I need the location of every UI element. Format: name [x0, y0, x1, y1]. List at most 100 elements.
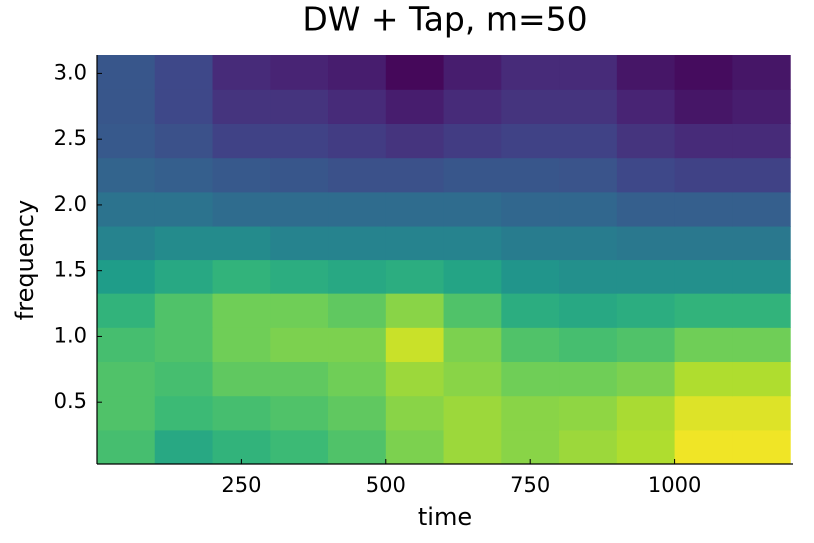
heatmap-cell — [154, 429, 214, 464]
heatmap-cell — [443, 123, 502, 159]
heatmap-cell — [270, 123, 329, 159]
heatmap-cell — [270, 327, 329, 363]
heatmap-cell — [443, 293, 502, 328]
heatmap-cell — [501, 429, 560, 464]
heatmap-cell — [501, 395, 560, 431]
heatmap-cell — [674, 395, 733, 431]
heatmap-cell — [97, 429, 156, 464]
heatmap-cell — [270, 225, 329, 261]
heatmap-cell — [97, 123, 156, 159]
heatmap-cell — [559, 123, 618, 159]
heatmap-cell — [674, 429, 733, 464]
heatmap-cell — [385, 55, 445, 90]
heatmap-cell — [154, 225, 214, 261]
heatmap-cell — [212, 225, 271, 261]
heatmap-cell — [97, 293, 156, 328]
heatmap-cell — [616, 191, 676, 227]
heatmap-cell — [270, 429, 329, 464]
heatmap-cell — [674, 157, 733, 193]
heatmap-cell — [443, 429, 502, 464]
x-tick-label: 750 — [510, 473, 550, 497]
heatmap-cell — [616, 327, 676, 363]
heatmap-cell — [97, 395, 156, 431]
heatmap-cell — [559, 395, 618, 431]
heatmap-cell — [674, 259, 733, 294]
heatmap-cell — [616, 123, 676, 159]
heatmap-cell — [443, 361, 502, 397]
heatmap-cell — [212, 157, 271, 193]
heatmap-cell — [328, 429, 387, 464]
heatmap-cell — [97, 55, 156, 90]
heatmap-cell — [501, 293, 560, 328]
heatmap-cell — [97, 225, 156, 261]
heatmap-cell — [674, 293, 733, 328]
heatmap-cell — [328, 259, 387, 294]
heatmap-cell — [616, 293, 676, 328]
heatmap-cell — [212, 55, 271, 90]
heatmap-cell — [328, 395, 387, 431]
heatmap-cell — [385, 259, 445, 294]
heatmap-cell — [674, 89, 733, 124]
heatmap-cell — [328, 123, 387, 159]
heatmap-cell — [501, 157, 560, 193]
heatmap-cell — [559, 361, 618, 397]
heatmap-cell — [616, 55, 676, 90]
heatmap-cell — [154, 191, 214, 227]
heatmap-cell — [154, 89, 214, 124]
heatmap-cell — [212, 123, 271, 159]
heatmap-cell — [443, 225, 502, 261]
heatmap-cell — [616, 259, 676, 294]
heatmap-cell — [732, 395, 791, 431]
heatmap-cell — [732, 89, 791, 124]
heatmap-cell — [443, 327, 502, 363]
heatmap-cell — [97, 89, 156, 124]
heatmap-cell — [674, 191, 733, 227]
heatmap-cell — [97, 157, 156, 193]
heatmap-cell — [385, 123, 445, 159]
heatmap-cell — [559, 89, 618, 124]
heatmap-cell — [616, 157, 676, 193]
y-tick-label: 2.0 — [54, 192, 87, 216]
heatmap-cell — [154, 361, 214, 397]
heatmap-cell — [443, 55, 502, 90]
heatmap-cell — [674, 55, 733, 90]
heatmap-cell — [732, 361, 791, 397]
heatmap-cell — [270, 157, 329, 193]
heatmap-cell — [732, 157, 791, 193]
heatmap-cell — [501, 123, 560, 159]
heatmap-cell — [559, 293, 618, 328]
heatmap-cell — [270, 395, 329, 431]
heatmap-cell — [443, 259, 502, 294]
heatmap-cell — [328, 225, 387, 261]
heatmap-cell — [385, 361, 445, 397]
heatmap-cell — [270, 55, 329, 90]
heatmap-cell — [674, 327, 733, 363]
heatmap-cell — [559, 157, 618, 193]
y-tick-label: 2.5 — [54, 126, 87, 150]
heatmap-cell — [154, 55, 214, 90]
heatmap-cell — [616, 361, 676, 397]
heatmap-cell — [328, 157, 387, 193]
heatmap-cell — [154, 327, 214, 363]
heatmap-cell — [443, 157, 502, 193]
heatmap-cell — [385, 191, 445, 227]
heatmap-cell — [616, 395, 676, 431]
heatmap-cell — [270, 89, 329, 124]
heatmap-cell — [501, 259, 560, 294]
heatmap-cell — [559, 259, 618, 294]
heatmap-cell — [97, 191, 156, 227]
heatmap-cell — [732, 429, 791, 464]
heatmap-cell — [270, 191, 329, 227]
heatmap-cell — [328, 293, 387, 328]
heatmap-cell — [501, 225, 560, 261]
heatmap-cell — [732, 123, 791, 159]
heatmap-cell — [732, 293, 791, 328]
heatmap-cell — [154, 259, 214, 294]
heatmap-cell — [154, 395, 214, 431]
heatmap-cell — [328, 327, 387, 363]
heatmap-cell — [732, 191, 791, 227]
heatmap-cell — [212, 395, 271, 431]
heatmap-cell — [154, 157, 214, 193]
y-tick-label: 3.0 — [54, 60, 87, 84]
y-tick-label: 0.5 — [54, 389, 87, 413]
